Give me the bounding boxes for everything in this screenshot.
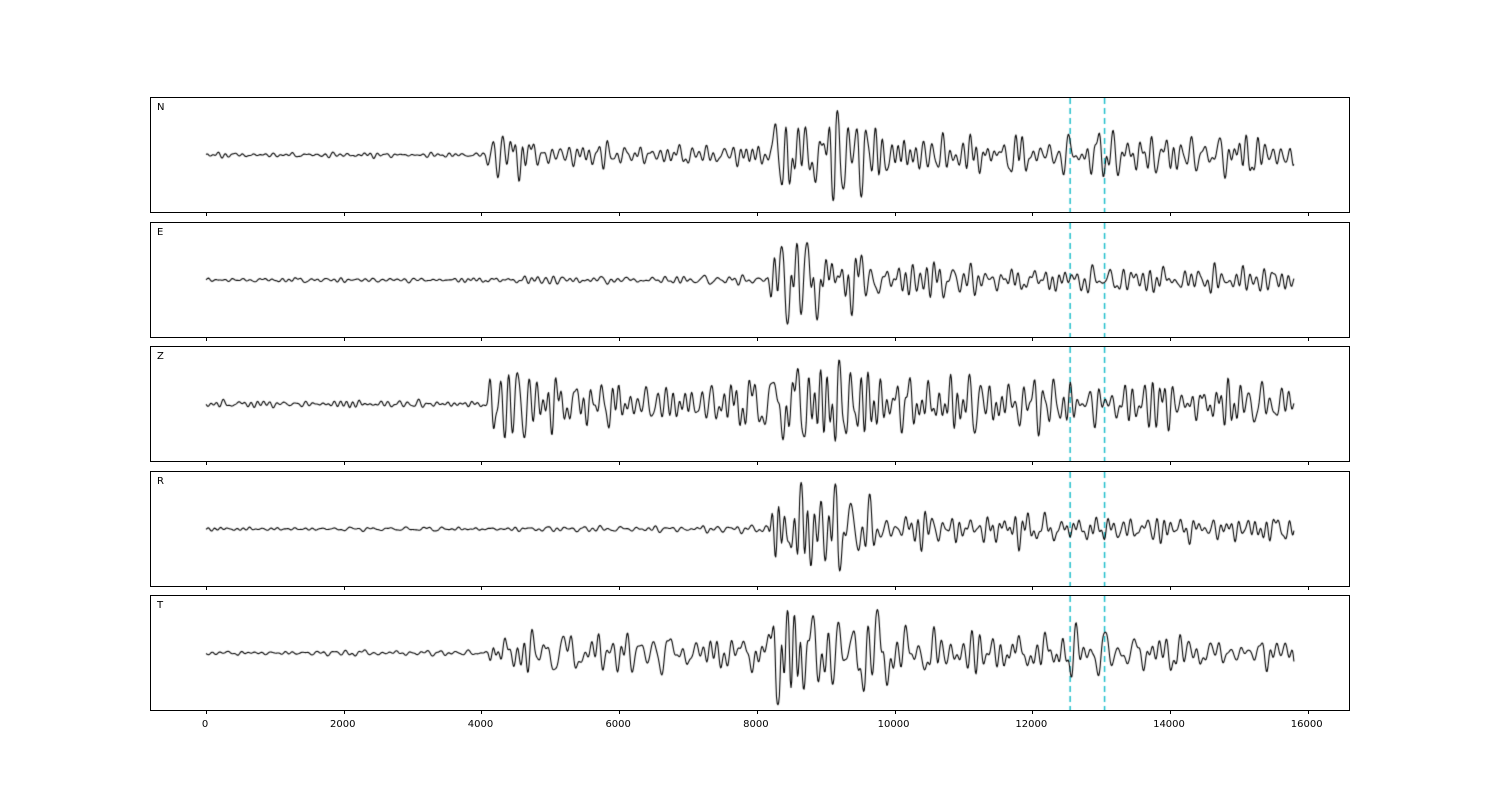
trace-waveform <box>151 222 1349 337</box>
x-tick-mark <box>619 337 621 341</box>
x-tick-mark <box>894 337 896 341</box>
x-tick-mark <box>1169 213 1171 216</box>
trace-waveform <box>151 596 1349 710</box>
x-tick-mark <box>481 213 483 216</box>
trace-label: N <box>157 102 165 113</box>
x-tick-mark <box>343 337 345 341</box>
x-tick-mark <box>481 711 483 714</box>
x-tick-mark <box>481 462 483 465</box>
x-tick-mark <box>894 586 896 590</box>
x-tick-label: 10000 <box>877 719 910 730</box>
x-tick-mark <box>756 711 758 714</box>
trace-waveform <box>151 347 1349 461</box>
trace-label: Z <box>157 351 164 362</box>
x-tick-label: 8000 <box>743 719 769 730</box>
x-tick-mark <box>894 213 896 216</box>
x-tick-mark <box>1307 586 1309 590</box>
x-tick-mark <box>1169 337 1171 341</box>
x-tick-mark <box>1032 462 1034 465</box>
x-tick-mark <box>1169 711 1171 714</box>
x-tick-mark <box>343 586 345 590</box>
x-tick-mark <box>894 462 896 465</box>
x-tick-label: 0 <box>201 719 209 730</box>
trace-label: R <box>157 475 164 487</box>
x-tick-mark <box>206 213 208 216</box>
x-tick-mark <box>1169 462 1171 465</box>
x-tick-mark <box>343 213 345 216</box>
x-tick-mark <box>206 337 208 341</box>
x-tick-mark <box>1032 337 1034 341</box>
x-tick-mark <box>481 586 483 590</box>
x-tick-mark <box>343 462 345 465</box>
x-tick-mark <box>206 711 208 714</box>
trace-waveform <box>151 98 1349 212</box>
x-axis: 0 2000 4000 6000 8000 10000 12000 14000 16000 <box>150 719 1350 735</box>
x-tick-mark <box>1307 711 1309 714</box>
trace-panel: N <box>150 97 1350 216</box>
trace-waveform <box>151 471 1349 586</box>
trace-label: T <box>157 600 164 611</box>
x-tick-label: 16000 <box>1290 719 1323 730</box>
x-tick-mark <box>619 462 621 465</box>
x-tick-mark <box>1032 586 1034 590</box>
x-tick-mark <box>756 462 758 465</box>
x-tick-mark <box>1169 586 1171 590</box>
x-tick-mark <box>1307 462 1309 465</box>
x-tick-label: 6000 <box>605 719 631 730</box>
x-tick-mark <box>206 586 208 590</box>
trace-panel: T <box>150 595 1350 714</box>
x-tick-mark <box>619 213 621 216</box>
x-tick-mark <box>1307 337 1309 341</box>
x-tick-mark <box>206 462 208 465</box>
x-tick-mark <box>1032 711 1034 714</box>
trace-panels: N E Z R T <box>150 97 1350 720</box>
x-tick-mark <box>1307 213 1309 216</box>
x-tick-mark <box>619 711 621 714</box>
x-tick-mark <box>1032 213 1034 216</box>
x-tick-label: 4000 <box>467 719 494 730</box>
trace-panel: Z <box>150 346 1350 465</box>
x-tick-mark <box>756 586 758 590</box>
x-tick-mark <box>756 213 758 216</box>
x-tick-label: 14000 <box>1153 719 1185 730</box>
trace-label: E <box>157 226 164 238</box>
trace-panel: E <box>150 221 1350 341</box>
x-tick-mark <box>481 337 483 341</box>
x-tick-mark <box>343 711 345 714</box>
x-tick-label: 2000 <box>330 719 356 730</box>
trace-panel: R <box>150 470 1350 590</box>
x-tick-mark <box>619 586 621 590</box>
x-tick-label: 12000 <box>1015 719 1048 730</box>
x-tick-mark <box>756 337 758 341</box>
x-tick-mark <box>894 711 896 714</box>
